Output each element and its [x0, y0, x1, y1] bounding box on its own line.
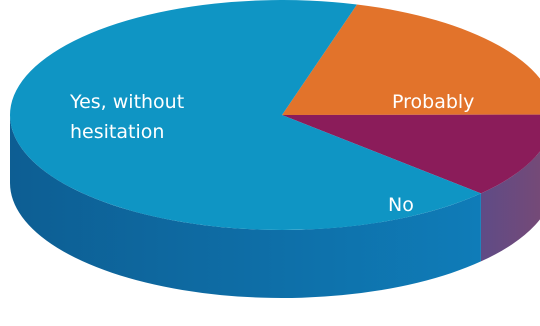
pie-tops [10, 0, 540, 230]
pie-label-no: No [388, 194, 414, 216]
pie-label-probably: Probably [392, 91, 474, 113]
pie-side-yes [10, 115, 481, 298]
pie-slice-no [282, 114, 540, 194]
pie-sides [10, 115, 540, 298]
pie-slice-yes [10, 0, 481, 230]
pie-slice-probably [282, 4, 540, 115]
pie-labels: Yes, without hesitation Probably No [69, 91, 474, 216]
pie-label-yes: Yes, without hesitation [69, 91, 184, 143]
pie-side-no [480, 151, 540, 262]
